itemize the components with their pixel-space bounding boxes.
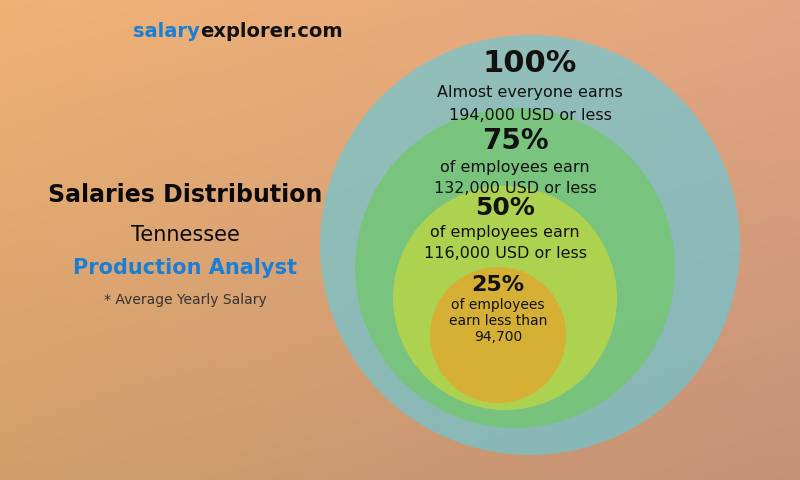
Text: 100%: 100% [483,48,577,77]
Circle shape [430,267,566,403]
Text: 94,700: 94,700 [474,330,522,344]
Circle shape [320,35,740,455]
Text: Salaries Distribution: Salaries Distribution [48,183,322,207]
Text: salary: salary [134,22,200,41]
Text: 25%: 25% [471,275,525,295]
Text: explorer.com: explorer.com [200,22,342,41]
Text: earn less than: earn less than [449,314,547,328]
Text: Production Analyst: Production Analyst [73,258,297,278]
Text: 116,000 USD or less: 116,000 USD or less [423,245,586,261]
Text: of employees earn: of employees earn [440,160,590,175]
Circle shape [355,108,675,428]
Text: Tennessee: Tennessee [130,225,239,245]
Text: 50%: 50% [475,196,535,220]
Text: of employees: of employees [451,298,545,312]
Circle shape [393,186,617,410]
Text: of employees earn: of employees earn [430,225,580,240]
Text: 132,000 USD or less: 132,000 USD or less [434,181,596,196]
Text: * Average Yearly Salary: * Average Yearly Salary [104,293,266,307]
Text: Almost everyone earns: Almost everyone earns [437,85,623,100]
Text: 194,000 USD or less: 194,000 USD or less [449,108,611,122]
Text: 75%: 75% [482,127,548,156]
